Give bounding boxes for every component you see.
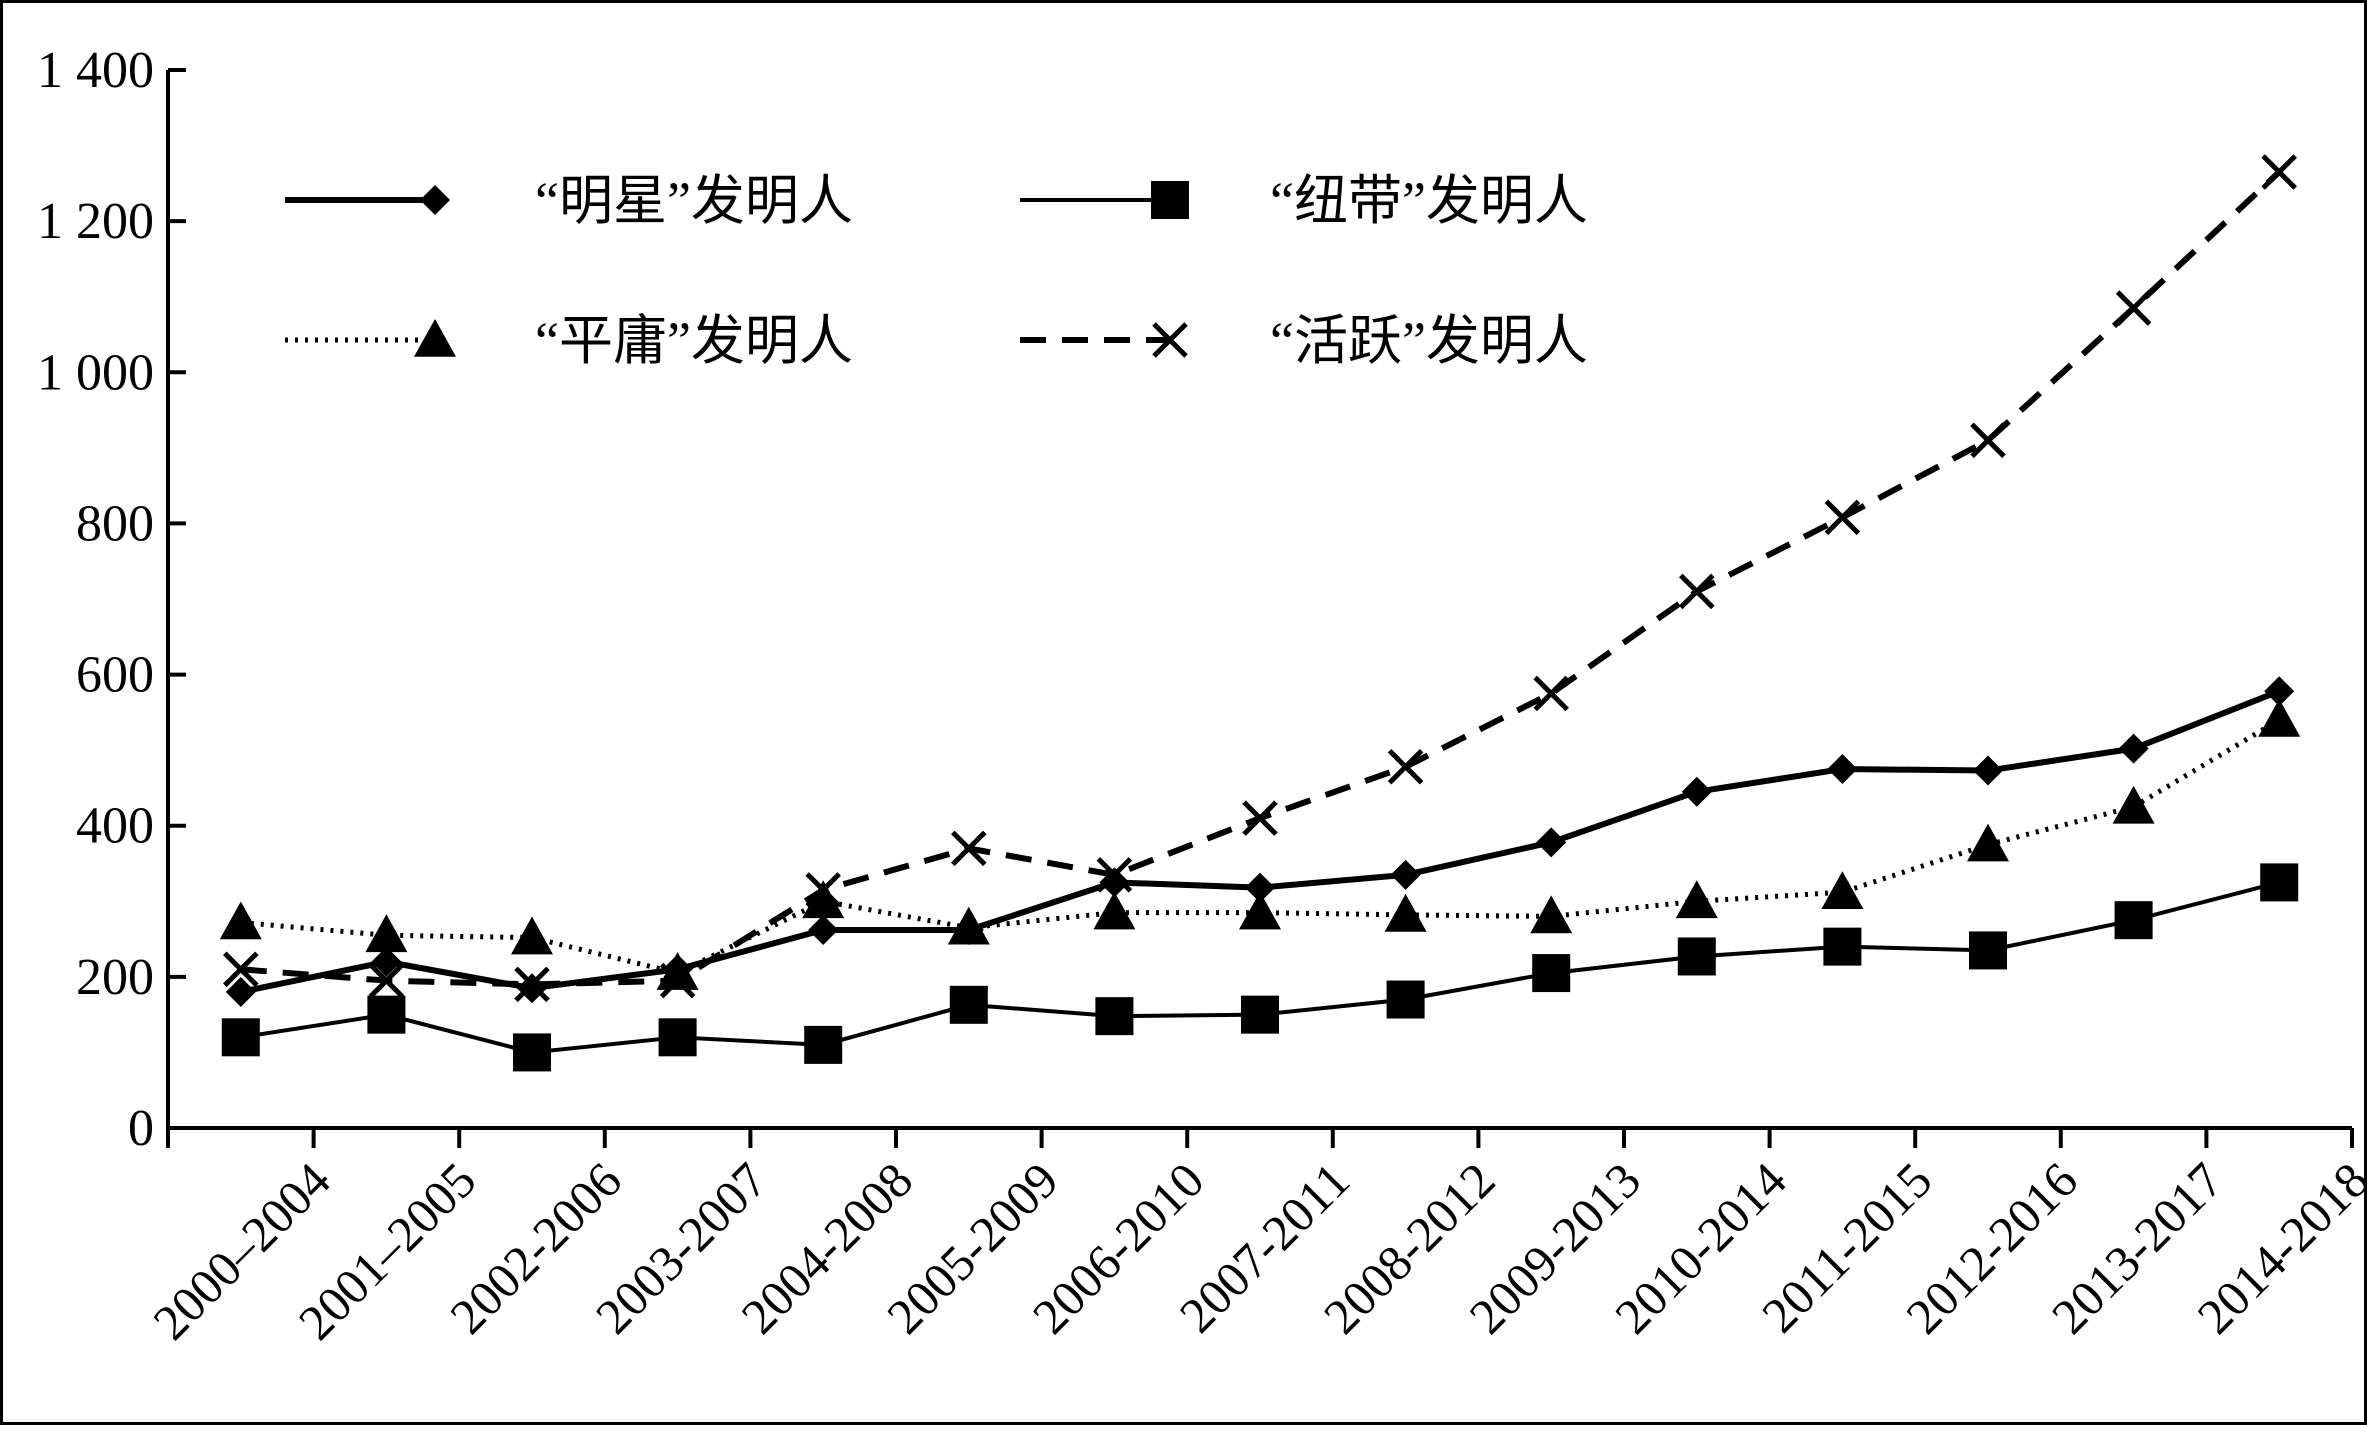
- data-point: [1536, 827, 1566, 857]
- series-layer: [220, 156, 2300, 1071]
- data-point: [1385, 894, 1427, 932]
- data-point: [1244, 802, 1276, 834]
- data-point: [1387, 981, 1425, 1019]
- data-point: [1241, 996, 1279, 1034]
- legend-label: “明星”发明人: [535, 171, 853, 231]
- data-point: [1095, 997, 1133, 1035]
- data-point: [804, 1026, 842, 1064]
- data-point: [1535, 677, 1567, 709]
- data-point: [2113, 786, 2155, 824]
- data-point: [1972, 424, 2004, 456]
- data-point: [2115, 901, 2153, 939]
- y-tick-label: 1 400: [37, 42, 154, 99]
- data-point: [1681, 575, 1713, 607]
- data-point: [1682, 777, 1712, 807]
- legend-marker: [414, 319, 456, 357]
- data-point: [1532, 954, 1570, 992]
- data-point: [367, 996, 405, 1034]
- data-point: [1969, 931, 2007, 969]
- data-point: [808, 915, 838, 945]
- data-point: [1391, 860, 1421, 890]
- data-point: [1821, 871, 1863, 909]
- data-point: [2260, 863, 2298, 901]
- data-point: [1823, 928, 1861, 966]
- data-point: [220, 901, 262, 939]
- data-point: [2119, 734, 2149, 764]
- data-point: [513, 1033, 551, 1071]
- legend-entry: “活跃”发明人: [1020, 311, 1588, 371]
- legend-label: “平庸”发明人: [535, 311, 853, 371]
- y-tick-label: 600: [76, 647, 154, 704]
- legend-entry: “纽带”发明人: [1020, 171, 1588, 231]
- y-tick-label: 1 200: [37, 193, 154, 250]
- data-point: [1239, 892, 1281, 930]
- data-point: [1973, 756, 2003, 786]
- data-point: [222, 1018, 260, 1056]
- legend-label: “活跃”发明人: [1270, 311, 1588, 371]
- legend-label: “纽带”发明人: [1270, 171, 1588, 231]
- data-point: [1967, 824, 2009, 862]
- y-tick-label: 1 000: [37, 344, 154, 401]
- series-line: [241, 172, 2279, 984]
- data-point: [950, 986, 988, 1024]
- data-point: [1678, 937, 1716, 975]
- data-point: [1390, 751, 1422, 783]
- data-point: [1676, 880, 1718, 918]
- data-point: [2263, 156, 2295, 188]
- y-tick-label: 800: [76, 495, 154, 552]
- data-point: [659, 1018, 697, 1056]
- data-point: [2258, 699, 2300, 737]
- legend-entry: “明星”发明人: [285, 171, 853, 231]
- data-point: [517, 973, 547, 1003]
- legend: “明星”发明人 “纽带”发明人 “平庸”发明人 “活跃”发明人: [285, 171, 1588, 371]
- data-point: [2118, 292, 2150, 324]
- y-tick-label: 0: [128, 1100, 154, 1157]
- data-point: [511, 917, 553, 955]
- legend-marker: [1151, 181, 1189, 219]
- y-tick-label: 200: [76, 949, 154, 1006]
- legend-marker: [420, 185, 450, 215]
- y-tick-label: 400: [76, 798, 154, 855]
- data-point: [1826, 501, 1858, 533]
- legend-entry: “平庸”发明人: [285, 311, 853, 371]
- data-point: [1827, 754, 1857, 784]
- data-point: [1093, 892, 1135, 930]
